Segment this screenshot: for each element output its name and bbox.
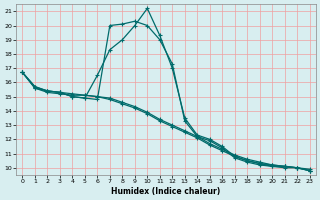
X-axis label: Humidex (Indice chaleur): Humidex (Indice chaleur): [111, 187, 221, 196]
